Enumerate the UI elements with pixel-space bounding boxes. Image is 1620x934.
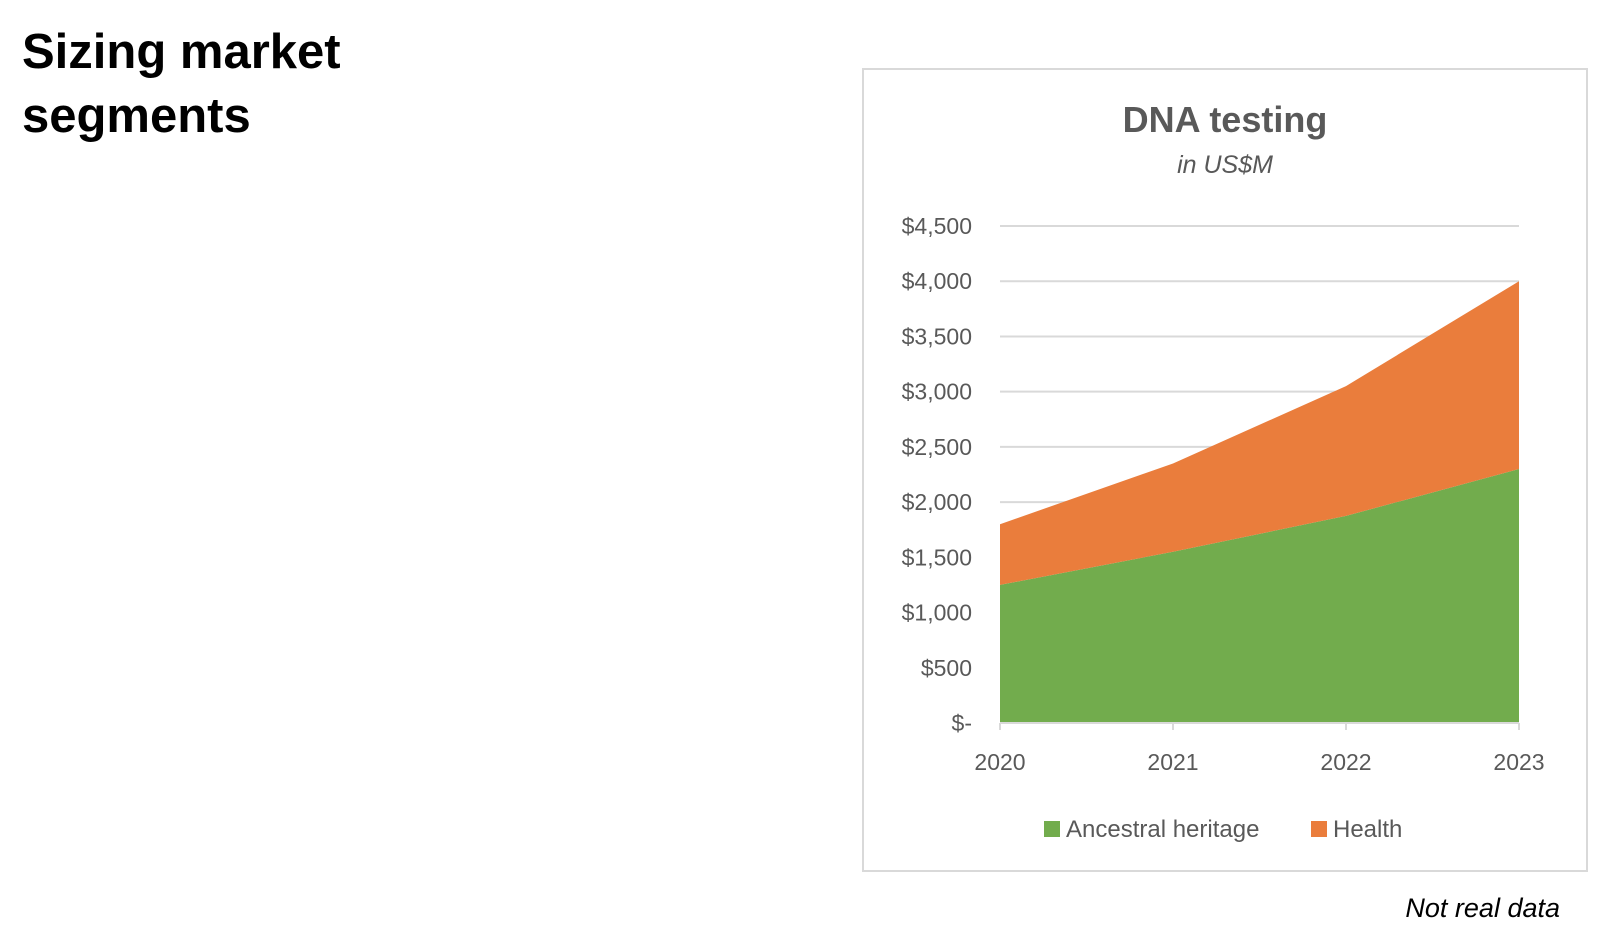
x-tick-label: 2021 — [1147, 749, 1198, 775]
legend-label: Health — [1333, 816, 1402, 843]
y-tick-label: $500 — [921, 655, 972, 681]
y-tick-label: $4,500 — [902, 213, 972, 239]
legend-label: Ancestral heritage — [1066, 816, 1259, 843]
area-series-health — [1000, 281, 1519, 585]
x-tick-label: 2022 — [1320, 749, 1371, 775]
legend-swatch — [1044, 821, 1060, 837]
axes: $- $500 $1,000 $1,500 $2,000 $2,500 $3,000 $3,5… — [902, 213, 1545, 775]
chart-title: DNA testing — [1123, 99, 1328, 140]
y-tick-label: $1,500 — [902, 544, 972, 570]
chart-container: DNA testing in US$M $- $500 $1,000 $1,500 $2… — [862, 68, 1588, 872]
legend-swatch — [1311, 821, 1327, 837]
chart-subtitle: in US$M — [1177, 151, 1273, 179]
x-tick-label: 2020 — [974, 749, 1025, 775]
slide-title: Sizing market segments — [22, 25, 341, 143]
plot-area — [1000, 281, 1519, 723]
footnote: Not real data — [1405, 893, 1560, 923]
y-tick-label: $3,500 — [902, 323, 972, 349]
y-tick-label: $- — [952, 710, 972, 736]
legend: Ancestral heritage Health — [1044, 816, 1402, 843]
y-tick-label: $2,500 — [902, 434, 972, 460]
y-tick-label: $4,000 — [902, 268, 972, 294]
y-tick-label: $3,000 — [902, 379, 972, 405]
y-tick-label: $1,000 — [902, 600, 972, 626]
area-chart: DNA testing in US$M $- $500 $1,000 $1,500 $2… — [902, 99, 1545, 843]
area-series-ancestral-heritage — [1000, 469, 1519, 723]
x-tick-label: 2023 — [1493, 749, 1544, 775]
y-tick-label: $2,000 — [902, 489, 972, 515]
